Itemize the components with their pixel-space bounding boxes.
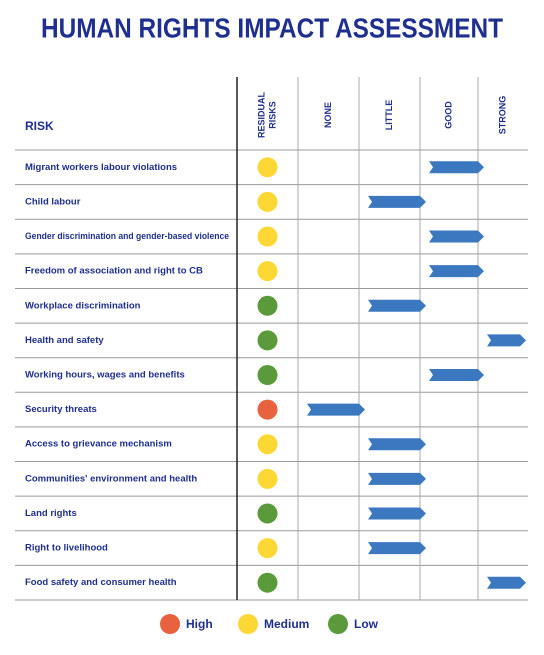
residual-dot bbox=[257, 434, 278, 455]
residual-dot bbox=[257, 157, 278, 178]
mitigation-arrow bbox=[429, 369, 484, 381]
risk-label: Gender discrimination and gender-based v… bbox=[25, 231, 229, 242]
mitigation-arrow bbox=[487, 576, 526, 589]
mitigation-arrow bbox=[368, 507, 426, 520]
page-title: HUMAN RIGHTS IMPACT ASSESSMENT bbox=[41, 12, 503, 43]
risk-label: Health and safety bbox=[25, 335, 104, 346]
header-label: STRONG bbox=[497, 96, 507, 135]
residual-dot bbox=[257, 191, 278, 212]
mitigation-arrow bbox=[429, 230, 484, 243]
residual-dot bbox=[257, 330, 278, 351]
legend-label: Medium bbox=[264, 617, 309, 631]
legend-label: Low bbox=[354, 617, 379, 631]
header-label: GOOD bbox=[443, 101, 453, 129]
header-label: RESIDUAL bbox=[256, 92, 266, 139]
risk-label: Food safety and consumer health bbox=[25, 577, 177, 588]
header-label: NONE bbox=[323, 102, 333, 128]
mitigation-arrow bbox=[368, 472, 426, 485]
mitigation-arrow bbox=[368, 299, 426, 312]
legend-dot bbox=[160, 614, 180, 634]
residual-dot bbox=[257, 226, 278, 247]
risk-label: Child labour bbox=[25, 196, 81, 207]
residual-dot bbox=[257, 399, 278, 420]
mitigation-arrow bbox=[368, 542, 426, 555]
risk-label: Freedom of association and right to CB bbox=[25, 266, 203, 277]
header-risk: RISK bbox=[25, 119, 54, 133]
legend-label: High bbox=[186, 617, 213, 631]
mitigation-arrow bbox=[307, 403, 365, 416]
legend-dot bbox=[328, 614, 348, 634]
residual-dot bbox=[257, 261, 278, 282]
mitigation-arrow bbox=[429, 265, 484, 278]
risk-label: Security threats bbox=[25, 404, 97, 415]
risk-label: Right to livelihood bbox=[25, 543, 108, 554]
risk-label: Access to grievance mechanism bbox=[25, 439, 172, 450]
header-label: RISKS bbox=[267, 101, 277, 129]
risk-label: Communities' environment and health bbox=[25, 473, 197, 484]
mitigation-arrow bbox=[368, 195, 426, 208]
mitigation-arrow bbox=[368, 438, 426, 451]
residual-dot bbox=[257, 503, 278, 524]
residual-dot bbox=[257, 365, 278, 385]
residual-dot bbox=[257, 295, 278, 316]
header-label: LITTLE bbox=[384, 100, 394, 131]
risk-label: Land rights bbox=[25, 508, 77, 519]
residual-dot bbox=[257, 538, 278, 559]
risk-label: Workplace discrimination bbox=[25, 300, 141, 311]
mitigation-arrow bbox=[487, 334, 526, 347]
residual-dot bbox=[257, 572, 278, 593]
risk-label: Working hours, wages and benefits bbox=[25, 370, 185, 381]
mitigation-arrow bbox=[429, 161, 484, 174]
legend-dot bbox=[238, 614, 258, 634]
risk-label: Migrant workers labour violations bbox=[25, 162, 177, 173]
residual-dot bbox=[257, 468, 278, 489]
